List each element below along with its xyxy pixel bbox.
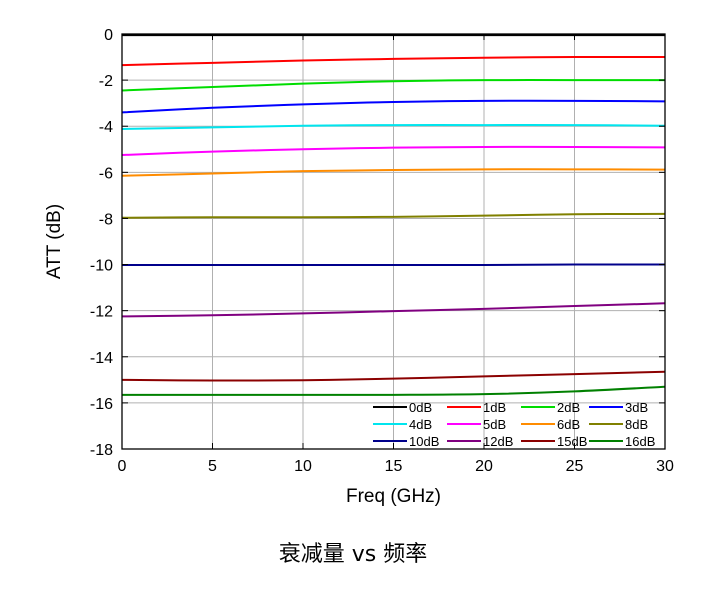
y-tick-label: -2 [99,73,113,90]
legend-label: 10dB [409,434,439,449]
y-tick-label: -12 [90,304,113,321]
x-tick-label: 10 [294,458,312,475]
x-tick-label: 25 [566,458,584,475]
series-line-5dB [121,145,666,157]
legend-label: 2dB [557,400,580,415]
series-line-15dB [121,370,666,382]
series-line-2dB [121,79,665,92]
grid [122,34,665,449]
legend-label: 12dB [483,434,513,449]
legend-label: 0dB [409,400,432,415]
y-tick-label: 0 [104,27,113,44]
series-line-1dB [121,56,666,67]
y-tick-label: -18 [90,442,113,459]
figure-caption: 衰减量 vs 频率 [278,542,428,567]
y-tick-label: -16 [90,396,113,413]
series-line-3dB [121,99,666,114]
x-tick-label: 20 [475,458,493,475]
legend-label: 16dB [625,434,655,449]
legend-label: 4dB [409,417,432,432]
legend-label: 6dB [557,417,580,432]
x-tick-label: 30 [656,458,674,475]
legend-label: 5dB [483,417,506,432]
x-tick-label: 0 [118,458,127,475]
series-line-16dB [121,385,666,396]
y-tick-label: -10 [90,258,113,275]
y-tick-label: -8 [99,211,113,228]
axis-ticks: 0 5 10 15 20 25 30 0 -2 -4 -6 -8 -10 -12 -14 -16 -18 [90,27,674,475]
y-tick-label: -14 [90,350,113,367]
legend-label: 15dB [557,434,587,449]
legend-label: 8dB [625,417,648,432]
series-line-8dB [121,212,666,219]
y-axis-title: ATT (dB) [44,204,65,279]
y-tick-label: -4 [99,119,113,136]
x-axis-title: Freq (GHz) [346,486,441,507]
x-tick-label: 5 [208,458,217,475]
series-line-10dB [122,263,666,267]
series-line-4dB [121,124,666,130]
x-tick-label: 15 [385,458,403,475]
series-line-6dB [121,168,666,177]
legend-label: 3dB [625,400,648,415]
legend: 0dB 1dB 2dB 3dB 4dB 5dB 6dB 8dB 10dB 12dB 15dB 16dB [373,400,655,449]
y-tick-label: -6 [99,165,113,182]
series-line-12dB [121,302,666,318]
legend-label: 1dB [483,400,506,415]
